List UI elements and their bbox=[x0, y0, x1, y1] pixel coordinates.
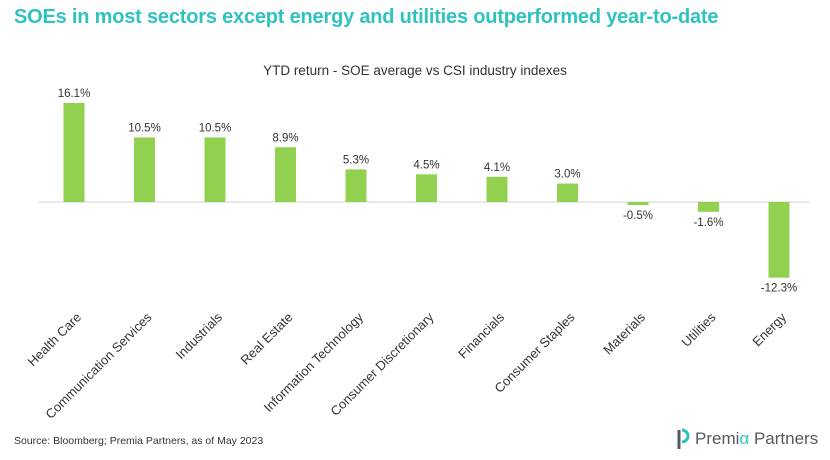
bar-real-estate bbox=[275, 147, 296, 202]
bar-information-technology bbox=[345, 169, 367, 202]
bar-chart: YTD return - SOE average vs CSI industry… bbox=[24, 63, 810, 422]
value-label: 16.1% bbox=[58, 88, 91, 100]
brand-name-alpha: α bbox=[739, 429, 750, 448]
value-label: 10.5% bbox=[128, 122, 161, 134]
brand-name-suffix: Partners bbox=[749, 429, 819, 448]
value-label: 10.5% bbox=[199, 122, 232, 134]
value-label: 8.9% bbox=[272, 132, 298, 144]
category-label: Materials bbox=[600, 309, 648, 357]
category-label: Financials bbox=[455, 309, 507, 361]
bar-industrials bbox=[204, 137, 226, 202]
bar-communication-services bbox=[134, 137, 155, 202]
value-label: 5.3% bbox=[343, 154, 369, 166]
value-label: 3.0% bbox=[554, 169, 580, 181]
value-label: 4.1% bbox=[484, 162, 510, 174]
premia-partners-logo: Premiα Partners bbox=[672, 428, 818, 450]
category-label: Health Care bbox=[24, 310, 84, 370]
value-label: 4.5% bbox=[413, 159, 439, 171]
headline: SOEs in most sectors except energy and u… bbox=[14, 6, 719, 28]
bar-financials bbox=[486, 176, 508, 202]
bar-materials bbox=[627, 202, 649, 206]
bar-health-care bbox=[63, 102, 85, 202]
value-label: -1.6% bbox=[693, 217, 723, 229]
category-label: Utilities bbox=[678, 309, 719, 350]
value-labels-group: 16.1% 10.5% 10.5% 8.9% 5.3% 4.5% 4.1% 3.0% -0.5%… bbox=[58, 88, 798, 295]
bars-group bbox=[63, 102, 790, 278]
bar-consumer-staples bbox=[557, 183, 578, 202]
value-label: -0.5% bbox=[623, 210, 653, 222]
category-label: Real Estate bbox=[237, 310, 295, 368]
bar-energy bbox=[768, 202, 790, 278]
chart-title: YTD return - SOE average vs CSI industry… bbox=[263, 63, 567, 78]
category-label: Industrials bbox=[173, 309, 226, 362]
source-note: Source: Bloomberg; Premia Partners, as o… bbox=[14, 435, 264, 447]
category-label: Energy bbox=[749, 309, 789, 349]
bar-utilities bbox=[698, 202, 719, 212]
premia-logo-icon bbox=[677, 428, 690, 449]
brand-name-prefix: Premi bbox=[695, 429, 740, 448]
bar-consumer-discretionary bbox=[416, 174, 437, 202]
brand-name: Premiα Partners bbox=[695, 429, 818, 449]
value-label: -12.3% bbox=[761, 283, 797, 295]
